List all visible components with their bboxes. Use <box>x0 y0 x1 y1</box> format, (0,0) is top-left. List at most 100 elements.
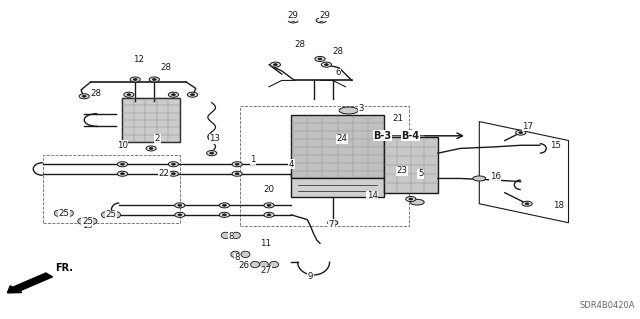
Text: 23: 23 <box>396 166 407 175</box>
Text: 8: 8 <box>234 253 240 262</box>
Text: 18: 18 <box>554 201 564 210</box>
Text: 27: 27 <box>260 266 271 275</box>
Circle shape <box>175 212 185 217</box>
Text: B-3: B-3 <box>373 131 392 141</box>
Text: 22: 22 <box>158 169 170 178</box>
Text: 29: 29 <box>319 11 330 20</box>
Circle shape <box>318 58 322 60</box>
Bar <box>291 115 384 178</box>
Circle shape <box>232 171 243 176</box>
Circle shape <box>188 92 198 97</box>
Text: B-4: B-4 <box>401 131 420 141</box>
Text: 9: 9 <box>308 272 313 281</box>
Text: 20: 20 <box>264 185 275 194</box>
Text: 14: 14 <box>367 191 378 200</box>
FancyArrow shape <box>8 273 52 293</box>
Text: 10: 10 <box>117 141 128 150</box>
Ellipse shape <box>473 176 486 181</box>
Circle shape <box>149 77 159 82</box>
Circle shape <box>409 198 413 200</box>
Bar <box>384 137 438 193</box>
Ellipse shape <box>88 218 97 224</box>
Circle shape <box>331 222 335 224</box>
Bar <box>241 106 409 226</box>
Circle shape <box>127 94 131 96</box>
Circle shape <box>152 78 156 80</box>
Text: 3: 3 <box>358 104 364 113</box>
Ellipse shape <box>78 218 87 224</box>
Circle shape <box>315 56 325 62</box>
Text: 25: 25 <box>106 210 116 219</box>
Text: 24: 24 <box>337 134 348 144</box>
Bar <box>122 98 180 142</box>
Text: 25: 25 <box>82 217 93 226</box>
Text: 5: 5 <box>418 169 424 178</box>
Circle shape <box>321 62 332 67</box>
Circle shape <box>175 203 185 208</box>
Ellipse shape <box>241 261 249 268</box>
Text: 25: 25 <box>58 209 69 218</box>
Circle shape <box>516 130 526 135</box>
Text: 28: 28 <box>90 89 101 98</box>
Circle shape <box>328 220 338 225</box>
Circle shape <box>267 204 271 206</box>
Ellipse shape <box>231 251 240 257</box>
Circle shape <box>172 163 175 165</box>
Text: 11: 11 <box>260 239 271 248</box>
Text: 4: 4 <box>289 160 294 169</box>
Text: 8: 8 <box>228 233 234 241</box>
Circle shape <box>316 18 326 23</box>
Circle shape <box>267 214 271 216</box>
Circle shape <box>264 203 274 208</box>
Circle shape <box>168 171 179 176</box>
Text: 28: 28 <box>332 48 343 56</box>
Circle shape <box>232 162 243 167</box>
Circle shape <box>191 94 195 96</box>
Circle shape <box>207 151 217 156</box>
Text: SDR4B0420A: SDR4B0420A <box>580 301 636 310</box>
Circle shape <box>273 64 277 66</box>
Circle shape <box>172 94 175 96</box>
Circle shape <box>120 173 124 175</box>
Ellipse shape <box>54 210 63 216</box>
Ellipse shape <box>269 261 278 268</box>
Text: 16: 16 <box>490 172 500 182</box>
Circle shape <box>83 95 86 97</box>
Ellipse shape <box>241 251 250 257</box>
Ellipse shape <box>221 232 230 239</box>
Circle shape <box>130 77 140 82</box>
Text: 17: 17 <box>522 122 533 131</box>
Circle shape <box>168 92 179 97</box>
Circle shape <box>264 212 274 217</box>
Circle shape <box>288 18 298 23</box>
Ellipse shape <box>259 261 268 268</box>
Text: 26: 26 <box>238 261 249 270</box>
Circle shape <box>519 132 523 134</box>
Circle shape <box>319 19 323 21</box>
Circle shape <box>220 212 230 217</box>
Ellipse shape <box>339 107 358 114</box>
Circle shape <box>525 203 529 205</box>
Text: 12: 12 <box>133 56 144 64</box>
Bar <box>43 155 180 223</box>
Ellipse shape <box>232 232 241 239</box>
Circle shape <box>270 62 280 67</box>
Ellipse shape <box>101 212 110 218</box>
Circle shape <box>133 78 137 80</box>
Text: 28: 28 <box>294 40 305 48</box>
Circle shape <box>168 162 179 167</box>
Text: 6: 6 <box>335 68 340 77</box>
Ellipse shape <box>410 199 424 205</box>
Circle shape <box>236 173 239 175</box>
Circle shape <box>120 163 124 165</box>
Circle shape <box>172 173 175 175</box>
Text: 19: 19 <box>82 221 93 230</box>
Circle shape <box>220 203 230 208</box>
Text: 28: 28 <box>160 63 172 72</box>
Circle shape <box>223 204 227 206</box>
Text: 13: 13 <box>209 134 220 144</box>
Circle shape <box>210 152 214 154</box>
Text: 21: 21 <box>392 114 403 123</box>
Circle shape <box>291 19 295 21</box>
Text: 2: 2 <box>155 134 160 144</box>
